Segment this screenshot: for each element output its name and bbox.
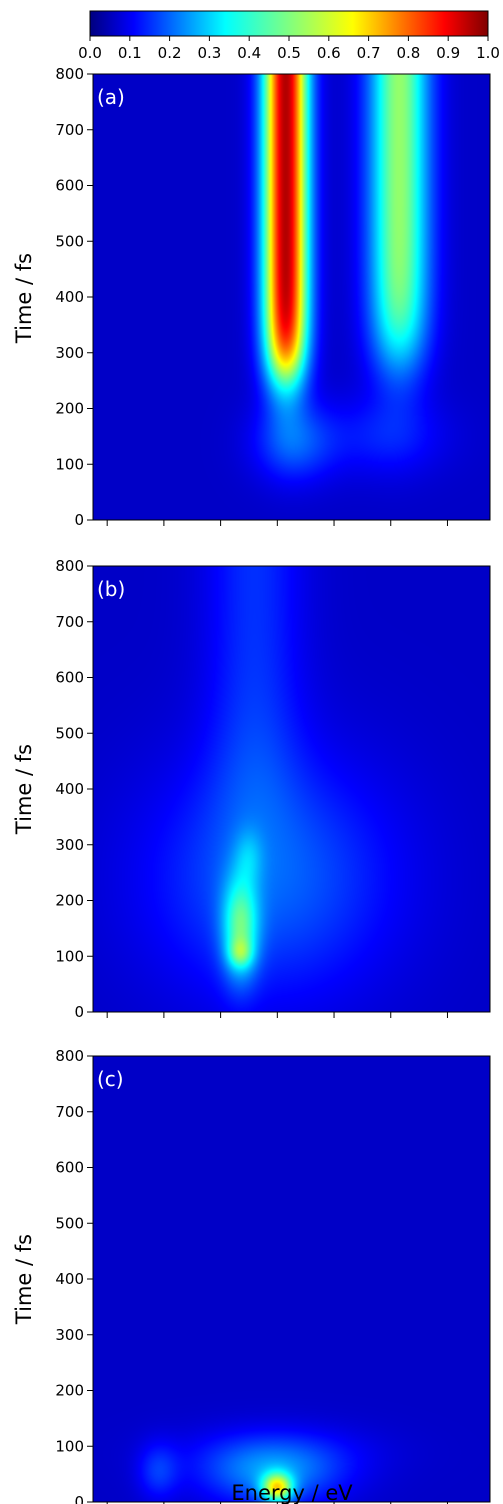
colorbar-tick-label: 0.6 (317, 44, 341, 62)
y-tick-label-c: 600 (55, 1159, 84, 1177)
y-tick-label-b: 500 (55, 724, 84, 742)
y-tick-label-b: 0 (74, 1003, 84, 1021)
colorbar: 0.0 0.1 0.2 0.3 0.4 0.5 0.6 0.7 0.8 0.9 1.0 (78, 10, 500, 62)
ticks-c: 0100200300400500600700800278280282284286… (55, 1047, 448, 1504)
colorbar-ticks: 0.0 0.1 0.2 0.3 0.4 0.5 0.6 0.7 0.8 0.9 1.0 (78, 36, 500, 62)
y-axis-label-a: Time / fs (12, 253, 36, 344)
y-tick-label-c: 400 (55, 1270, 84, 1288)
colorbar-tick-label: 0.3 (197, 44, 221, 62)
y-tick-label-c: 0 (74, 1493, 84, 1504)
colorbar-tick-label: 0.9 (436, 44, 460, 62)
colorbar-tick-label: 0.7 (357, 44, 381, 62)
y-tick-label-b: 800 (55, 557, 84, 575)
panel-c: (c) 010020030040050060070080027828028228… (55, 1047, 491, 1504)
colorbar-gradient (89, 10, 489, 37)
heatmap-c (93, 1056, 490, 1502)
panel-a: (a) 0 100 200 300 400 500 600 700 800 (55, 65, 491, 529)
colorbar-tick-label: 1.0 (476, 44, 500, 62)
colorbar-tick-label: 0.4 (237, 44, 261, 62)
y-tick-label-c: 300 (55, 1326, 84, 1344)
ticks-a: 0 100 200 300 400 500 600 700 800 (55, 65, 448, 529)
panel-b: (b) 0 100 200 300 400 500 600 700 800 (55, 557, 491, 1021)
colorbar-tick-label: 0.1 (118, 44, 142, 62)
y-tick-label-a: 700 (55, 121, 84, 139)
y-tick-label-c: 500 (55, 1214, 84, 1232)
ticks-b: 0 100 200 300 400 500 600 700 800 (55, 557, 448, 1021)
panel-label-c: (c) (97, 1067, 124, 1091)
x-axis-label: Energy / eV (231, 1481, 353, 1504)
y-tick-label-a: 600 (55, 177, 84, 195)
y-tick-label-b: 400 (55, 780, 84, 798)
colorbar-tick-label: 0.0 (78, 44, 102, 62)
y-tick-label-a: 0 (74, 511, 84, 529)
y-axis-label-c: Time / fs (12, 1234, 36, 1325)
y-tick-label-a: 200 (55, 400, 84, 418)
panel-label-b: (b) (97, 577, 125, 601)
colorbar-tick-label: 0.2 (158, 44, 182, 62)
y-tick-label-a: 500 (55, 232, 84, 250)
heatmap-a (93, 74, 490, 520)
y-tick-label-a: 100 (55, 455, 84, 473)
y-tick-label-c: 200 (55, 1382, 84, 1400)
y-tick-label-a: 300 (55, 344, 84, 362)
y-tick-label-b: 300 (55, 836, 84, 854)
y-axis-label-b: Time / fs (12, 744, 36, 835)
y-tick-label-b: 200 (55, 892, 84, 910)
colorbar-tick-label: 0.5 (277, 44, 301, 62)
y-tick-label-b: 700 (55, 613, 84, 631)
y-tick-label-c: 700 (55, 1103, 84, 1121)
y-tick-label-c: 100 (55, 1437, 84, 1455)
y-tick-label-a: 800 (55, 65, 84, 83)
panel-label-a: (a) (97, 85, 125, 109)
y-tick-label-b: 100 (55, 947, 84, 965)
y-tick-label-b: 600 (55, 669, 84, 687)
y-tick-label-a: 400 (55, 288, 84, 306)
y-tick-label-c: 800 (55, 1047, 84, 1065)
colorbar-tick-label: 0.8 (396, 44, 420, 62)
heatmap-b (93, 566, 490, 1012)
